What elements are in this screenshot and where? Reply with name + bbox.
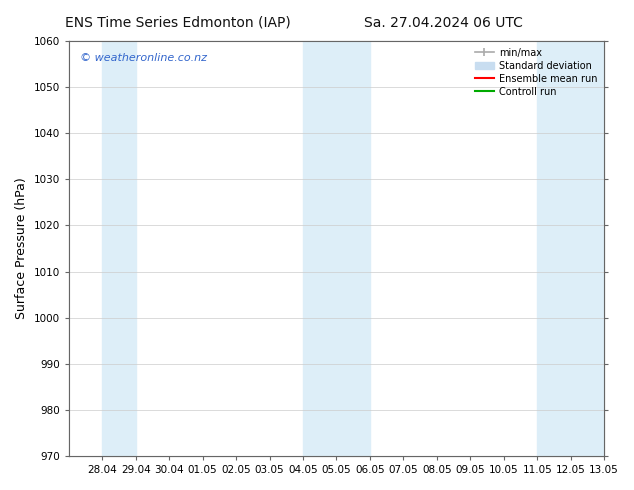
- Legend: min/max, Standard deviation, Ensemble mean run, Controll run: min/max, Standard deviation, Ensemble me…: [472, 46, 599, 98]
- Text: ENS Time Series Edmonton (IAP): ENS Time Series Edmonton (IAP): [65, 16, 290, 30]
- Bar: [303, 41, 370, 456]
- Bar: [102, 41, 136, 456]
- Text: Sa. 27.04.2024 06 UTC: Sa. 27.04.2024 06 UTC: [365, 16, 523, 30]
- Text: © weatheronline.co.nz: © weatheronline.co.nz: [79, 53, 207, 64]
- Bar: [537, 41, 604, 456]
- Y-axis label: Surface Pressure (hPa): Surface Pressure (hPa): [15, 178, 28, 319]
